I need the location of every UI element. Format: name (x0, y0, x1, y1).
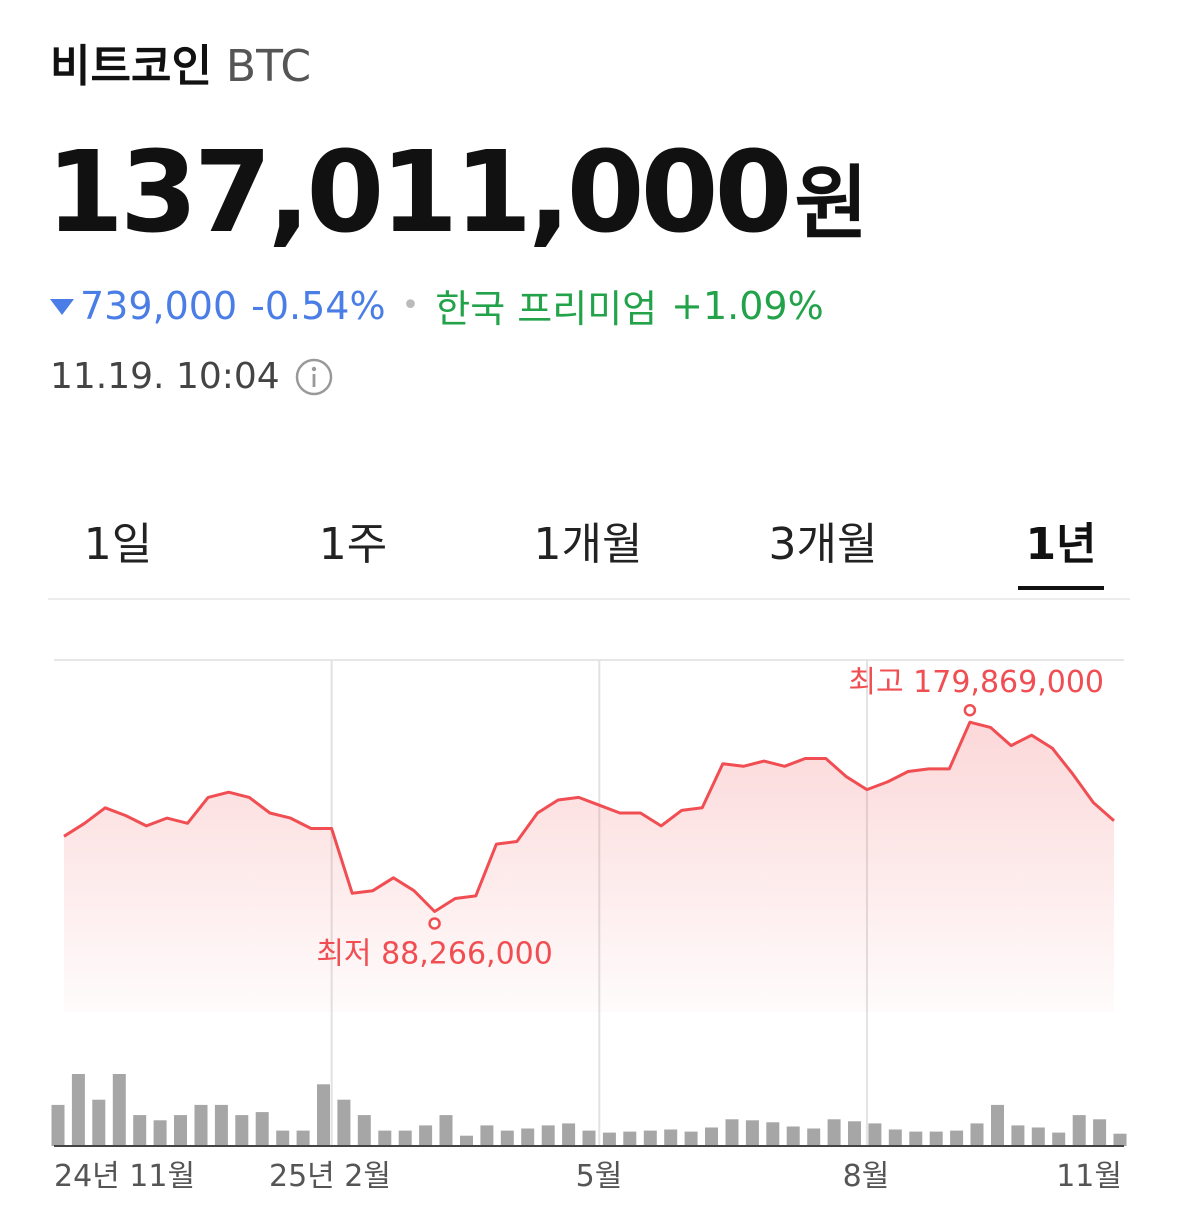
volume-bar (214, 1104, 228, 1146)
x-tick-label: 24년 11월 (54, 1159, 195, 1194)
x-tick-label: 5월 (576, 1159, 623, 1194)
volume-bar (1113, 1133, 1127, 1146)
volume-bar (888, 1129, 902, 1146)
change-percent: -0.54% (251, 283, 386, 328)
down-triangle-icon (50, 298, 74, 315)
volume-bar (439, 1115, 453, 1146)
timestamp-row: 11.19. 10:04 (50, 356, 334, 397)
volume-bar (480, 1125, 494, 1146)
tab-1-day[interactable]: 1일 (83, 519, 153, 570)
volume-bar (602, 1132, 616, 1146)
volume-bar (582, 1130, 596, 1146)
x-tick-label: 8월 (843, 1159, 890, 1194)
korea-premium-value: +1.09% (671, 283, 824, 328)
volume-bar (255, 1112, 269, 1146)
volume-bar (705, 1127, 718, 1146)
volume-bar (460, 1135, 473, 1146)
volume-bar (1052, 1132, 1066, 1146)
volume-bar (133, 1115, 147, 1146)
separator-dot: • (401, 288, 420, 323)
volume-bar (868, 1123, 882, 1146)
volume-bar (500, 1130, 514, 1146)
x-tick-label: 11월 (1056, 1159, 1122, 1194)
price-line (63, 720, 1115, 913)
volume-bar (521, 1128, 535, 1146)
period-tabs: 1일 1주 1개월 3개월 1년 (48, 490, 1130, 600)
volume-bar (276, 1130, 290, 1146)
volume-bar (296, 1130, 310, 1146)
volume-bar (337, 1099, 351, 1146)
min-marker (428, 917, 441, 930)
volume-bar (1031, 1127, 1045, 1146)
volume-bar (807, 1128, 821, 1146)
volume-bar (1011, 1125, 1025, 1146)
x-tick-label: 25년 2월 (269, 1159, 391, 1194)
volume-bar (745, 1120, 759, 1146)
volume-bar (950, 1130, 964, 1146)
volume-bar (1093, 1119, 1107, 1146)
volume-bar (562, 1123, 576, 1146)
coin-symbol: BTC (225, 41, 312, 92)
volume-bar (827, 1119, 841, 1146)
volume-bar (194, 1104, 208, 1146)
volume-bar (909, 1131, 923, 1146)
volume-bar (766, 1122, 780, 1146)
tab-1-month[interactable]: 1개월 (533, 519, 643, 570)
volume-bar (92, 1099, 106, 1146)
volume-bar (1072, 1115, 1086, 1146)
korea-premium-label: 한국 프리미엄 (435, 287, 658, 331)
info-icon[interactable] (294, 357, 334, 397)
volume-bar (153, 1120, 167, 1146)
volume-bar (684, 1131, 698, 1146)
max-label: 최고 179,869,000 (848, 665, 1104, 700)
volume-bar (51, 1104, 65, 1146)
volume-bar (929, 1131, 943, 1146)
price-unit: 원 (794, 157, 869, 250)
price-chart: 최고 179,869,000 최저 88,266,000 24년 11월 25년 2… (51, 659, 1127, 1194)
volume-bar (398, 1130, 412, 1146)
current-price: 137,011,000 원 (46, 128, 868, 258)
change-absolute: 739,000 (80, 283, 238, 328)
volume-bar (419, 1125, 433, 1146)
volume-bar (970, 1123, 984, 1146)
volume-bar (378, 1130, 392, 1146)
active-tab-indicator (1018, 586, 1104, 590)
volume-bar (71, 1074, 85, 1146)
volume-bar (174, 1115, 187, 1146)
tab-1-year[interactable]: 1년 (1025, 519, 1097, 570)
volume-bar (541, 1125, 555, 1146)
volume-bar (112, 1074, 126, 1146)
volume-bar (317, 1084, 330, 1146)
title-row: 비트코인 BTC (50, 30, 312, 92)
volume-bar (848, 1121, 861, 1146)
coin-name: 비트코인 (50, 41, 212, 92)
min-label: 최저 88,266,000 (316, 936, 553, 971)
volume-bar (725, 1119, 739, 1146)
volume-bar (357, 1115, 371, 1146)
price-area-fill (64, 722, 1114, 1012)
price-value: 137,011,000 (46, 128, 792, 258)
volume-bar (786, 1126, 800, 1146)
volume-bar (235, 1115, 249, 1146)
volume-bar (623, 1131, 637, 1146)
max-marker (963, 703, 977, 717)
tab-3-months[interactable]: 3개월 (768, 519, 878, 570)
volume-bar (664, 1129, 678, 1146)
volume-bar (991, 1104, 1004, 1146)
timestamp: 11.19. 10:04 (50, 356, 280, 397)
volume-bar (643, 1130, 657, 1146)
tab-1-week[interactable]: 1주 (318, 519, 388, 570)
change-row: 739,000 -0.54% • 한국 프리미엄 +1.09% (50, 278, 824, 333)
